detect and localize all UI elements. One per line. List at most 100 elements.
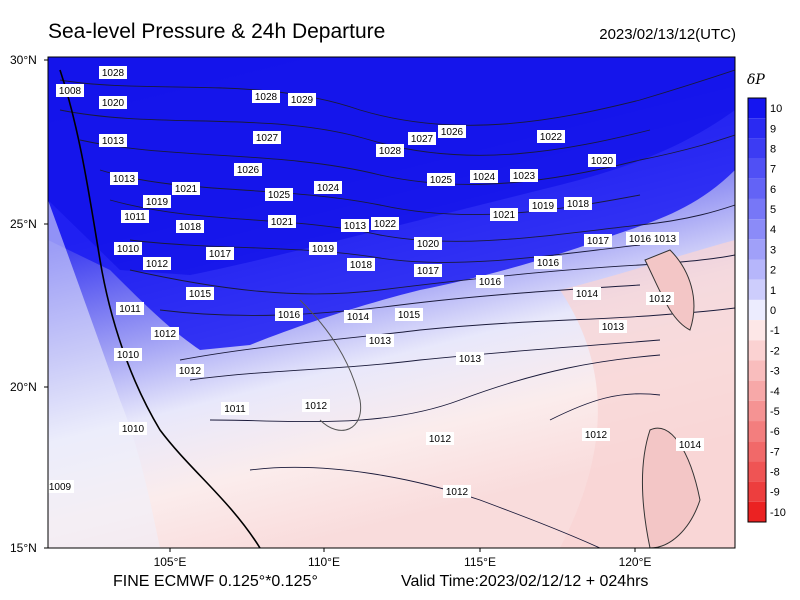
svg-text:1017: 1017 (209, 249, 232, 260)
isobar-label: 1023 (510, 169, 538, 182)
colorbar-tick-label: 0 (770, 305, 776, 317)
isobar-label: 1018 (347, 258, 375, 271)
colorbar-tick-label: 9 (770, 123, 776, 135)
chart-title: Sea-level Pressure & 24h Departure (48, 20, 386, 43)
isobar-label: 1013 (110, 172, 138, 185)
isobar-label: 1028 (376, 144, 404, 157)
svg-text:1013: 1013 (344, 221, 367, 232)
isobar-label: 1025 (427, 173, 455, 186)
svg-text:1016: 1016 (537, 258, 560, 269)
svg-text:1016: 1016 (278, 310, 301, 321)
svg-text:1019: 1019 (146, 197, 169, 208)
colorbar-tick-label: -1 (770, 325, 780, 337)
colorbar-swatch (748, 441, 766, 462)
isobar-label: 1012 (176, 364, 204, 377)
svg-text:1016: 1016 (479, 277, 502, 288)
svg-text:1016: 1016 (629, 234, 652, 245)
colorbar-swatch (748, 481, 766, 502)
isobar-label: 1011 (121, 210, 149, 223)
colorbar-swatch (748, 461, 766, 482)
svg-text:1026: 1026 (237, 165, 260, 176)
isobar-label: 1024 (470, 170, 498, 183)
isobar-label: 1008 (56, 84, 84, 97)
svg-text:1024: 1024 (473, 172, 496, 183)
isobar-label: 1010 (114, 348, 142, 361)
model-label: FINE ECMWF 0.125°*0.125° (113, 573, 318, 590)
svg-text:1012: 1012 (305, 401, 328, 412)
colorbar-tick-label: -7 (770, 446, 780, 458)
isobar-label: 1012 (582, 428, 610, 441)
isobar-label: 1012 (151, 327, 179, 340)
colorbar-tick-label: -2 (770, 345, 780, 357)
analysis-datetime: 2023/02/13/12(UTC) (599, 26, 736, 43)
colorbar-swatch (748, 178, 766, 199)
colorbar-tick-label: 7 (770, 164, 776, 176)
colorbar-swatch (748, 320, 766, 341)
colorbar-title: δP (747, 72, 765, 88)
isobar-label: 1020 (99, 96, 127, 109)
colorbar-tick-label: 3 (770, 244, 776, 256)
isobar-label: 1026 (234, 163, 262, 176)
colorbar-swatch (748, 98, 766, 119)
svg-text:1015: 1015 (189, 289, 212, 300)
isobar-label: 1012 (302, 399, 330, 412)
svg-text:1028: 1028 (379, 146, 402, 157)
svg-text:1010: 1010 (117, 350, 140, 361)
isobar-label: 1017 (584, 234, 612, 247)
isobar-label: 1016 (626, 232, 654, 245)
isobar-label: 1028 (252, 90, 280, 103)
isobar-label: 1019 (143, 195, 171, 208)
svg-text:1011: 1011 (224, 404, 246, 415)
isobar-label: 1014 (676, 438, 704, 451)
colorbar-tick-label: 2 (770, 265, 776, 277)
isobar-label: 1010 (119, 422, 147, 435)
lon-label-120e: 120°E (619, 555, 652, 569)
svg-text:1010: 1010 (117, 244, 140, 255)
svg-text:1018: 1018 (179, 222, 202, 233)
colorbar-swatch (748, 219, 766, 240)
colorbar-swatch (748, 158, 766, 179)
svg-text:1017: 1017 (417, 266, 440, 277)
isobar-label: 1016 (534, 256, 562, 269)
svg-text:1022: 1022 (374, 219, 397, 230)
western-land-shading (48, 200, 160, 548)
svg-text:1014: 1014 (347, 312, 370, 323)
isobar-label: 1015 (395, 308, 423, 321)
isobar-label: 1013 (366, 334, 394, 347)
isobar-label: 1024 (314, 181, 342, 194)
svg-text:1013: 1013 (654, 234, 677, 245)
lat-label-20n: 20°N (10, 380, 37, 394)
colorbar-swatch (748, 299, 766, 321)
colorbar-tick-label: -8 (770, 467, 780, 479)
isobar-label: 1021 (490, 208, 518, 221)
isobar-label: 1020 (588, 154, 616, 167)
isobar-label: 1009 (48, 480, 74, 493)
svg-text:1015: 1015 (398, 310, 421, 321)
svg-text:1011: 1011 (119, 304, 141, 315)
svg-text:1019: 1019 (532, 201, 555, 212)
svg-text:1026: 1026 (441, 127, 464, 138)
svg-text:1012: 1012 (446, 487, 469, 498)
colorbar-swatch (748, 138, 766, 159)
isobar-label: 1022 (371, 217, 399, 230)
svg-text:1013: 1013 (102, 136, 125, 147)
colorbar-swatch (748, 279, 766, 300)
isobar-label: 1016 (275, 308, 303, 321)
colorbar-tick-label: -4 (770, 386, 780, 398)
colorbar-swatch (748, 400, 766, 422)
svg-text:1012: 1012 (429, 434, 452, 445)
colorbar-swatch (748, 198, 766, 220)
isobar-label: 1013 (341, 219, 369, 232)
isobar-label: 1022 (537, 130, 565, 143)
svg-text:1012: 1012 (649, 294, 672, 305)
isobar-label: 1019 (529, 199, 557, 212)
isobar-label: 1027 (408, 132, 436, 145)
isobar-label: 1012 (646, 292, 674, 305)
svg-text:1020: 1020 (102, 98, 125, 109)
isobar-label: 1027 (253, 131, 281, 144)
isobar-label: 1012 (426, 432, 454, 445)
coastline (299, 299, 362, 431)
svg-text:1013: 1013 (459, 354, 482, 365)
svg-text:1012: 1012 (179, 366, 202, 377)
